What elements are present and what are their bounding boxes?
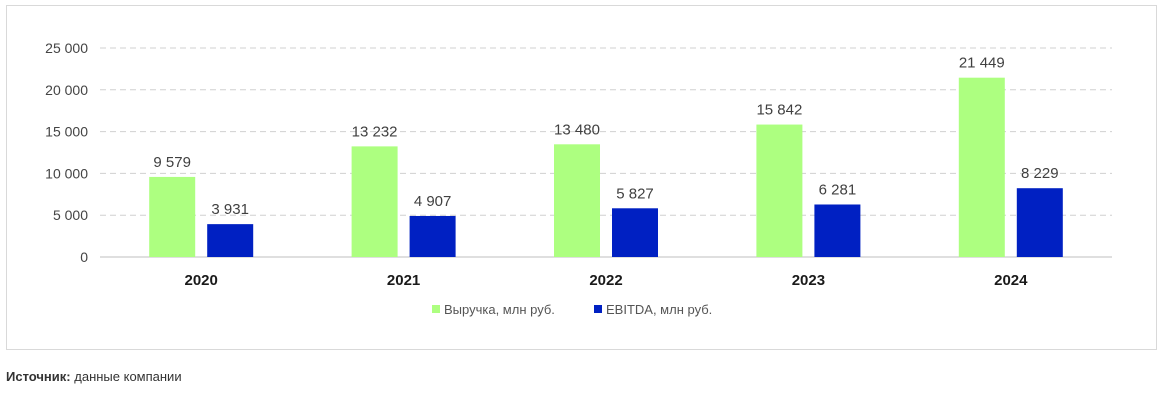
source-label: Источник: [6, 369, 71, 384]
source-note: Источник: данные компании [6, 369, 182, 384]
bar-revenue [149, 176, 196, 257]
source-text: данные компании [74, 369, 182, 384]
data-label: 21 449 [959, 55, 1005, 72]
x-tick-label: 2024 [994, 272, 1028, 289]
x-tick-label: 2020 [185, 272, 218, 289]
bar-chart: 0 5 000 10 000 15 000 20 000 25 000 9 579 3 931… [45, 40, 1112, 317]
y-tick-label: 15 000 [45, 124, 88, 140]
x-tick-label: 2023 [792, 272, 825, 289]
data-label: 13 480 [554, 121, 600, 138]
data-label: 15 842 [756, 102, 802, 119]
y-tick-label: 20 000 [45, 82, 88, 98]
y-tick-label: 5 000 [53, 207, 88, 223]
legend-swatch-ebitda [594, 305, 602, 313]
data-label: 8 229 [1021, 165, 1059, 182]
bar-revenue [756, 124, 803, 257]
data-label: 4 907 [414, 193, 452, 210]
x-tick-label: 2022 [589, 272, 622, 289]
legend-label: Выручка, млн руб. [444, 302, 555, 317]
bar-ebitda [1016, 188, 1063, 257]
data-label: 5 827 [616, 185, 654, 202]
bar-revenue [958, 77, 1005, 257]
y-tick-label: 10 000 [45, 165, 88, 181]
bar-revenue [351, 146, 398, 257]
data-label: 13 232 [352, 123, 398, 140]
y-tick-label: 25 000 [45, 40, 88, 56]
legend-label: EBITDA, млн руб. [606, 302, 712, 317]
bar-revenue [554, 144, 600, 257]
x-tick-label: 2021 [387, 272, 420, 289]
bar-ebitda [612, 208, 658, 257]
data-label: 3 931 [211, 201, 249, 218]
legend-swatch-revenue [432, 305, 440, 313]
bar-ebitda [207, 224, 254, 257]
data-label: 6 281 [819, 181, 857, 198]
bar-ebitda [409, 215, 456, 257]
bar-ebitda [814, 204, 861, 257]
y-tick-label: 0 [80, 249, 88, 265]
data-label: 9 579 [153, 154, 191, 171]
